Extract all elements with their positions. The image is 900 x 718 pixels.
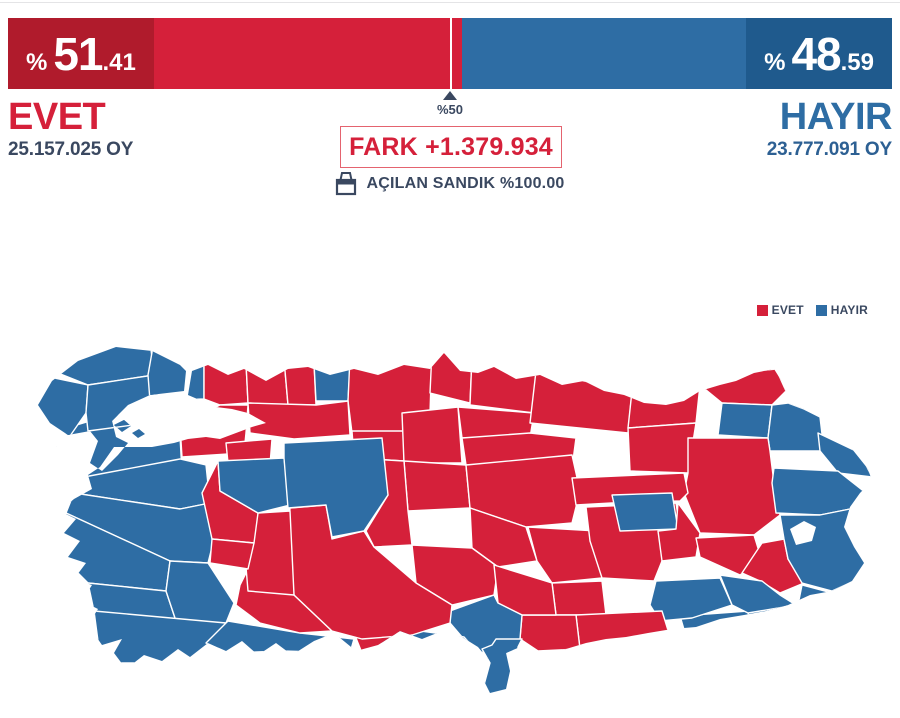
map-legend: EVET HAYIR [756, 303, 868, 317]
map-region-sakarya[interactable] [245, 358, 289, 406]
legend-label-hayir: HAYIR [830, 303, 868, 317]
map-region-sinop[interactable] [429, 350, 473, 404]
map-region-samsun[interactable] [469, 356, 537, 414]
no-percent-box: % 48 .59 [746, 18, 892, 89]
map-region-bolu[interactable] [247, 400, 351, 440]
map-region-denizli[interactable] [165, 560, 235, 628]
legend-label-evet: EVET [771, 303, 804, 317]
map-region-kocaeli[interactable] [203, 352, 249, 406]
map-region-zonguldak[interactable] [313, 362, 351, 402]
legend-item-hayir: HAYIR [815, 303, 868, 317]
map-region-eskisehir[interactable] [217, 457, 291, 514]
map-region-yozgat[interactable] [403, 460, 471, 512]
no-bar: % 48 .59 [462, 18, 892, 89]
turkey-map [30, 341, 875, 713]
hayir-swatch [815, 304, 827, 316]
map-region-ordu[interactable] [529, 370, 633, 434]
map-region-adiyaman[interactable] [551, 580, 607, 616]
threshold-label: %50 [436, 102, 464, 117]
map-region-duzce[interactable] [283, 358, 317, 406]
no-votes: 23.777.091 OY [766, 139, 892, 160]
no-percent: % 48 .59 [764, 27, 874, 81]
ballots-row: AÇILAN SANDIK %100.00 [8, 172, 892, 196]
map-region-sanliurfa[interactable] [575, 610, 673, 650]
yes-title: EVET [8, 96, 106, 138]
yes-percent-int: 51 [53, 27, 103, 80]
map-region-hatay[interactable] [481, 638, 523, 701]
no-title: HAYIR [779, 96, 893, 138]
map-region-corum[interactable] [401, 406, 463, 464]
yes-votes: 25.157.025 OY [8, 139, 134, 160]
map-region-tunceli[interactable] [611, 492, 679, 532]
no-percent-int: 48 [791, 27, 841, 80]
map-region-kayseri[interactable] [469, 507, 538, 568]
map-region-trabzon[interactable] [627, 384, 701, 429]
map-region-gumushane[interactable] [627, 422, 697, 474]
map-region-kmaras[interactable] [493, 564, 557, 616]
map-region-ardahan[interactable] [717, 402, 773, 439]
threshold-marker: %50 [8, 91, 892, 117]
no-percent-sign: % [764, 48, 786, 76]
yes-percent-box: % 51 .41 [8, 18, 154, 89]
yes-percent: % 51 .41 [26, 27, 136, 81]
map-region-bingol[interactable] [657, 502, 701, 562]
yes-percent-sign: % [26, 48, 48, 76]
fifty-percent-line [450, 18, 452, 89]
map-region-usak[interactable] [209, 538, 255, 570]
map-region-kars[interactable] [767, 402, 825, 452]
map-region-istanbul[interactable] [147, 341, 205, 402]
map-region-ankara[interactable] [283, 437, 389, 538]
ballots-label: AÇILAN SANDIK %100.00 [366, 175, 565, 192]
map-region-malatya[interactable] [527, 526, 603, 584]
map-region-erzurum[interactable] [683, 437, 781, 536]
results-bar: % 51 .41 % 48 .59 [8, 18, 892, 89]
map-region-artvin[interactable] [699, 368, 787, 406]
top-border [0, 2, 900, 3]
triangle-up-icon [443, 91, 457, 100]
map-region-konya[interactable] [287, 504, 453, 640]
diff-box: FARK +1.379.934 [340, 126, 562, 168]
diff-label: FARK +1.379.934 [349, 132, 553, 161]
map-region-diyarbakir[interactable] [649, 577, 733, 622]
yes-percent-dec: .41 [102, 48, 136, 76]
no-percent-dec: .59 [840, 48, 874, 76]
yes-bar: % 51 .41 [8, 18, 463, 89]
legend-item-evet: EVET [756, 303, 804, 317]
turkey-map-svg [38, 341, 872, 701]
map-region-gaziantep[interactable] [519, 614, 581, 652]
evet-swatch [756, 304, 768, 316]
ballot-box-icon [336, 172, 357, 196]
